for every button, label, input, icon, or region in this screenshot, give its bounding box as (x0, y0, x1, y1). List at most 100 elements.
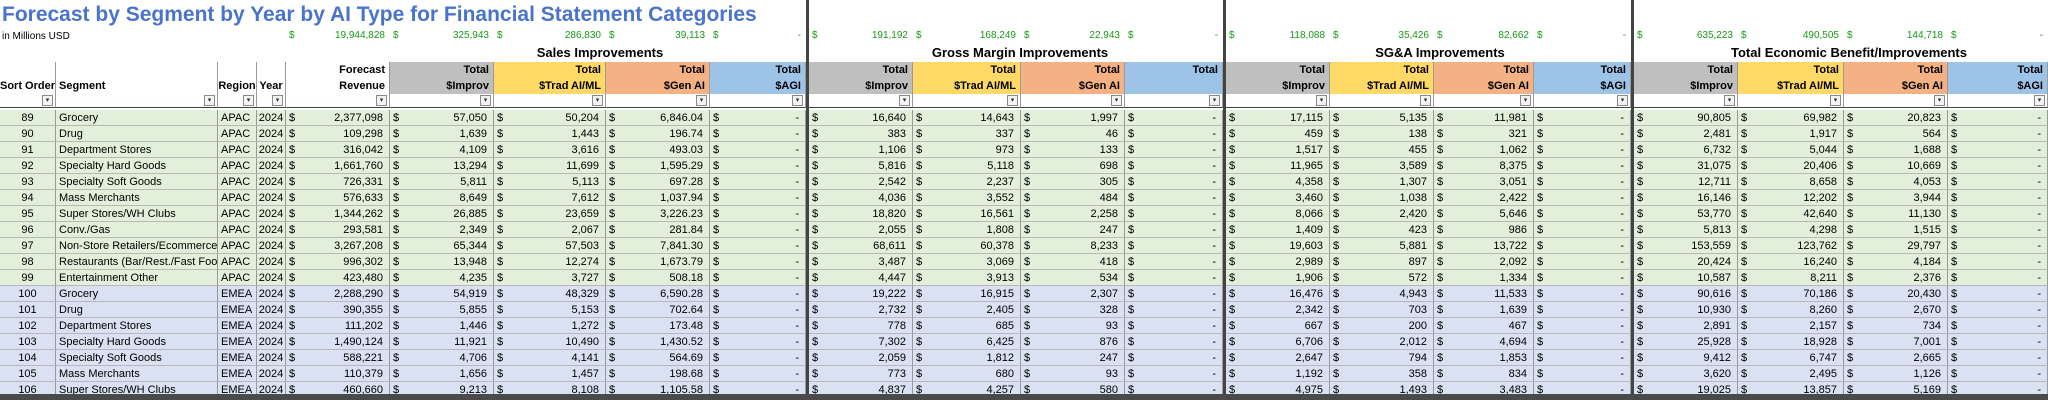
cell-sales-1[interactable]: $10,490 (494, 334, 606, 350)
cell-teb-0[interactable]: $53,770 (1634, 206, 1738, 222)
cell-sga-3[interactable]: $ - (1534, 238, 1631, 254)
cell-sga-3[interactable]: $ - (1534, 222, 1631, 238)
cell-sga-1[interactable]: $138 (1330, 126, 1434, 142)
cell-segment[interactable]: Department Stores (56, 142, 218, 158)
cell-sga-1[interactable]: $572 (1330, 270, 1434, 286)
cell-teb-0[interactable]: $153,559 (1634, 238, 1738, 254)
cell-sales-2[interactable]: $508.18 (606, 270, 710, 286)
cell-sga-1[interactable]: $1,038 (1330, 190, 1434, 206)
cell-sga-1[interactable]: $358 (1330, 366, 1434, 382)
cell-year[interactable]: 2024 (257, 334, 286, 350)
cell-sga-2[interactable]: $11,981 (1434, 110, 1534, 126)
cell-teb-3[interactable]: $ - (1948, 238, 2048, 254)
table-row[interactable]: 93 Specialty Soft Goods APAC 2024 $726,331 $5… (0, 174, 2048, 190)
cell-revenue[interactable]: $111,202 (286, 318, 390, 334)
cell-sga-2[interactable]: $2,422 (1434, 190, 1534, 206)
cell-gm-1[interactable]: $3,913 (913, 270, 1021, 286)
cell-gm-2[interactable]: $133 (1021, 142, 1125, 158)
cell-sga-0[interactable]: $667 (1226, 318, 1330, 334)
cell-gm-0[interactable]: $778 (809, 318, 913, 334)
cell-sort[interactable]: 92 (0, 158, 56, 174)
table-row[interactable]: 96 Conv./Gas APAC 2024 $293,581 $2,349 $2,067 $… (0, 222, 2048, 238)
cell-gm-2[interactable]: $2,307 (1021, 286, 1125, 302)
cell-sga-2[interactable]: $11,533 (1434, 286, 1534, 302)
table-row[interactable]: 89 Grocery APAC 2024 $2,377,098 $57,050 $50,20… (0, 110, 2048, 126)
cell-teb-3[interactable]: $ - (1948, 350, 2048, 366)
cell-region[interactable]: APAC (218, 206, 257, 222)
filter-dropdown-icon[interactable]: ▾ (2034, 95, 2045, 106)
cell-gm-1[interactable]: $60,378 (913, 238, 1021, 254)
cell-gm-2[interactable]: $8,233 (1021, 238, 1125, 254)
cell-teb-3[interactable]: $ - (1948, 126, 2048, 142)
filter-dropdown-icon[interactable]: ▾ (1420, 95, 1431, 106)
cell-sort[interactable]: 100 (0, 286, 56, 302)
cell-teb-2[interactable]: $20,430 (1844, 286, 1948, 302)
cell-gm-2[interactable]: $1,997 (1021, 110, 1125, 126)
cell-sga-2[interactable]: $986 (1434, 222, 1534, 238)
cell-sales-0[interactable]: $4,706 (390, 350, 494, 366)
cell-segment[interactable]: Entertainment Other (56, 270, 218, 286)
cell-teb-0[interactable]: $90,805 (1634, 110, 1738, 126)
cell-teb-1[interactable]: $5,044 (1738, 142, 1844, 158)
cell-teb-2[interactable]: $10,669 (1844, 158, 1948, 174)
cell-revenue[interactable]: $316,042 (286, 142, 390, 158)
cell-teb-2[interactable]: $7,001 (1844, 334, 1948, 350)
cell-gm-2[interactable]: $247 (1021, 222, 1125, 238)
cell-gm-0[interactable]: $7,302 (809, 334, 913, 350)
cell-gm-0[interactable]: $383 (809, 126, 913, 142)
cell-sales-0[interactable]: $26,885 (390, 206, 494, 222)
cell-teb-1[interactable]: $2,157 (1738, 318, 1844, 334)
cell-sales-2[interactable]: $198.68 (606, 366, 710, 382)
cell-gm-0[interactable]: $2,732 (809, 302, 913, 318)
cell-revenue[interactable]: $996,302 (286, 254, 390, 270)
cell-sales-1[interactable]: $4,141 (494, 350, 606, 366)
cell-revenue[interactable]: $588,221 (286, 350, 390, 366)
header-region[interactable]: Region (218, 62, 257, 94)
cell-year[interactable]: 2024 (257, 126, 286, 142)
cell-sales-1[interactable]: $5,153 (494, 302, 606, 318)
cell-region[interactable]: APAC (218, 174, 257, 190)
cell-teb-2[interactable]: $734 (1844, 318, 1948, 334)
cell-sga-3[interactable]: $ - (1534, 366, 1631, 382)
cell-revenue[interactable]: $2,377,098 (286, 110, 390, 126)
cell-sales-0[interactable]: $1,656 (390, 366, 494, 382)
cell-segment[interactable]: Mass Merchants (56, 190, 218, 206)
cell-gm-3[interactable]: $ - (1125, 350, 1223, 366)
cell-region[interactable]: EMEA (218, 366, 257, 382)
cell-teb-3[interactable]: $ - (1948, 318, 2048, 334)
cell-sort[interactable]: 89 (0, 110, 56, 126)
cell-sales-1[interactable]: $48,329 (494, 286, 606, 302)
cell-sort[interactable]: 95 (0, 206, 56, 222)
header-year[interactable]: Year (257, 62, 286, 94)
cell-region[interactable]: EMEA (218, 350, 257, 366)
cell-sort[interactable]: 98 (0, 254, 56, 270)
cell-year[interactable]: 2024 (257, 350, 286, 366)
cell-sales-3[interactable]: $ - (710, 334, 806, 350)
cell-sales-3[interactable]: $ - (710, 366, 806, 382)
cell-teb-2[interactable]: $1,688 (1844, 142, 1948, 158)
cell-gm-3[interactable]: $ - (1125, 238, 1223, 254)
cell-sales-2[interactable]: $1,430.52 (606, 334, 710, 350)
cell-sga-3[interactable]: $ - (1534, 334, 1631, 350)
cell-sort[interactable]: 93 (0, 174, 56, 190)
cell-teb-0[interactable]: $10,930 (1634, 302, 1738, 318)
cell-gm-1[interactable]: $1,812 (913, 350, 1021, 366)
cell-region[interactable]: APAC (218, 190, 257, 206)
cell-revenue[interactable]: $1,344,262 (286, 206, 390, 222)
filter-dropdown-icon[interactable]: ▾ (1316, 95, 1327, 106)
header-sales-agi[interactable]: Total $AGI (710, 62, 806, 94)
cell-sga-2[interactable]: $5,646 (1434, 206, 1534, 222)
cell-sga-1[interactable]: $1,307 (1330, 174, 1434, 190)
cell-sales-0[interactable]: $1,446 (390, 318, 494, 334)
cell-sga-3[interactable]: $ - (1534, 318, 1631, 334)
cell-teb-3[interactable]: $ - (1948, 366, 2048, 382)
cell-teb-0[interactable]: $3,620 (1634, 366, 1738, 382)
cell-sales-2[interactable]: $1,037.94 (606, 190, 710, 206)
cell-revenue[interactable]: $109,298 (286, 126, 390, 142)
filter-dropdown-icon[interactable]: ▾ (696, 95, 707, 106)
cell-gm-0[interactable]: $3,487 (809, 254, 913, 270)
cell-gm-2[interactable]: $698 (1021, 158, 1125, 174)
cell-sales-0[interactable]: $5,811 (390, 174, 494, 190)
cell-sga-1[interactable]: $703 (1330, 302, 1434, 318)
cell-sga-1[interactable]: $200 (1330, 318, 1434, 334)
